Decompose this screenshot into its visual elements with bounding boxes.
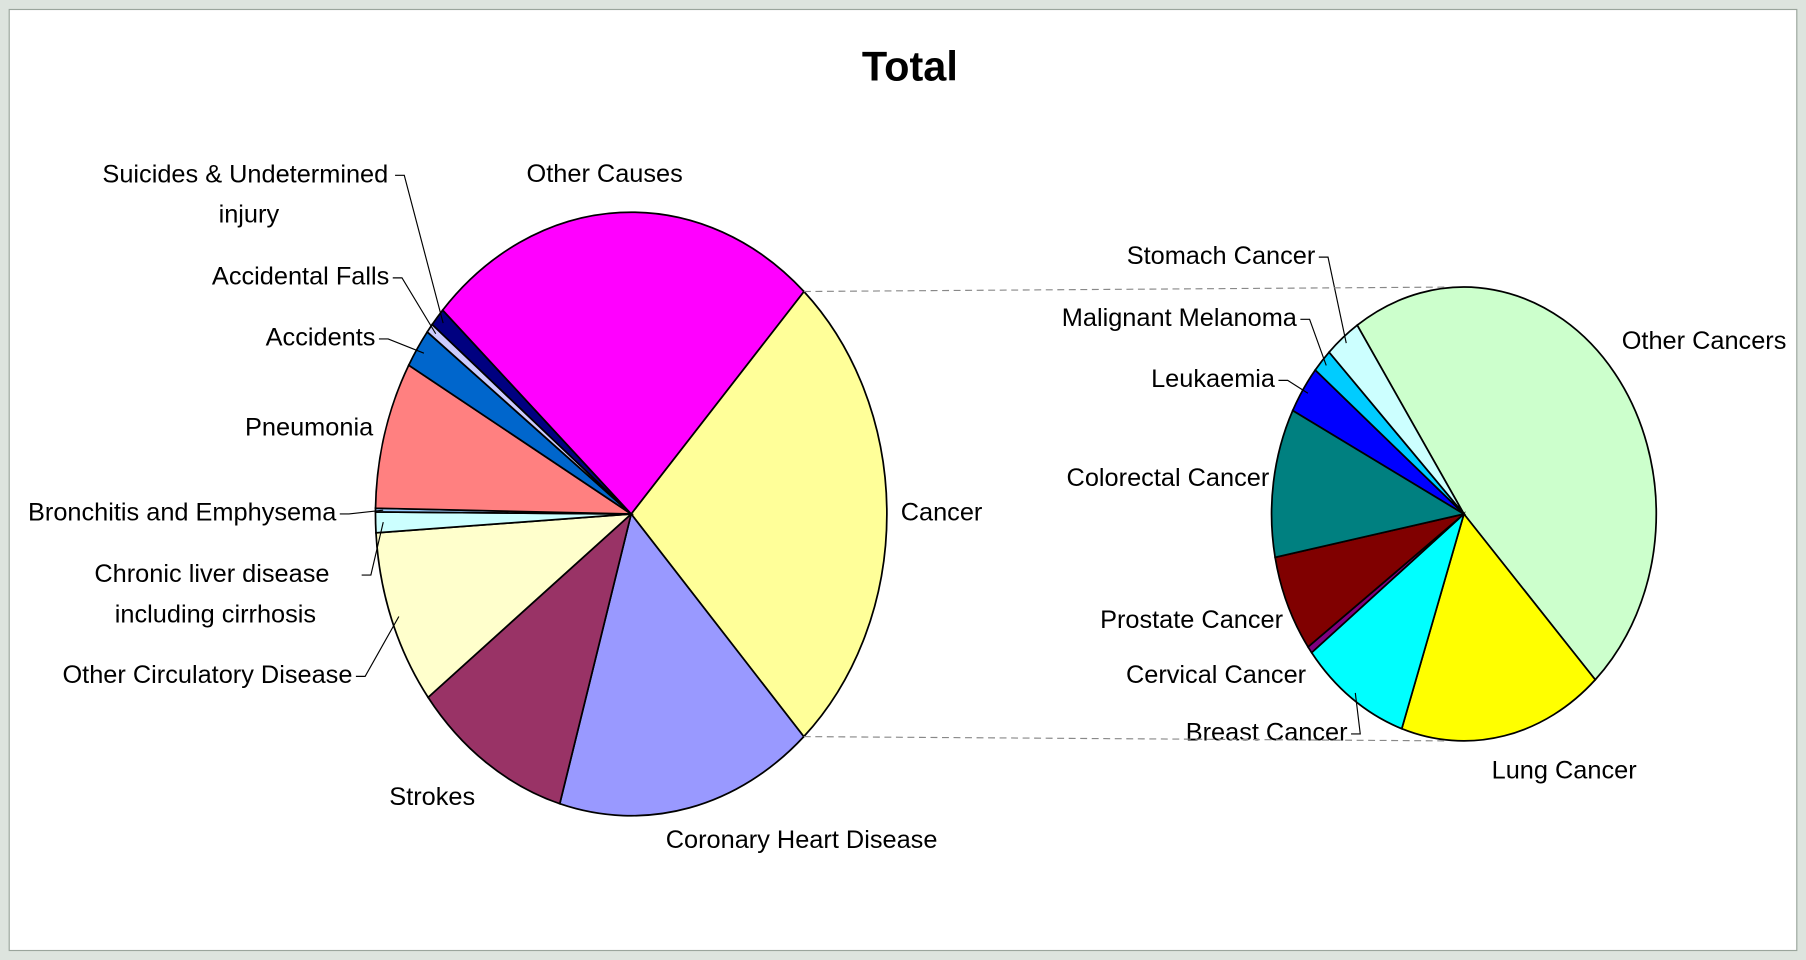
label-line: including cirrhosis (108, 600, 316, 628)
pie-slice (374, 363, 635, 515)
slice-label: Stomach Cancer (1127, 242, 1316, 270)
leader-line (392, 277, 437, 335)
label-line: Chronic liver disease (94, 560, 329, 588)
leader-line (1351, 692, 1361, 735)
slice-label: Cervical Cancer (1126, 661, 1307, 689)
slice-label: Breast Cancer (1186, 719, 1348, 747)
leader-line (378, 338, 425, 354)
slice-label: Accidents (266, 324, 376, 352)
leader-line (1300, 318, 1327, 366)
slice-label: Coronary Heart Disease (666, 826, 938, 854)
slice-label: Strokes (389, 783, 475, 811)
pie-slice (375, 512, 634, 699)
slice-label: Bronchitis and Emphysema (28, 499, 337, 527)
leader-line (361, 522, 384, 576)
slice-label: Leukaemia (1151, 365, 1276, 393)
pie-slice (1327, 323, 1465, 515)
leader-line (339, 509, 384, 515)
slice-label: Chronic liver disease including cirrhosi… (94, 560, 329, 628)
slice-label: Suicides & Undetermined injury (102, 160, 388, 228)
slice-label: Pneumonia (245, 413, 374, 441)
pie-slice (441, 211, 806, 516)
slice-label: Cancer (901, 499, 983, 527)
leader-line (355, 616, 400, 677)
label-line: Suicides & Undetermined (102, 160, 388, 188)
slice-label: Other Cancers (1622, 327, 1787, 355)
pie-slice (426, 511, 633, 805)
pie-slice (558, 512, 805, 817)
leader-line (1318, 256, 1347, 344)
chart-title: Total (862, 42, 958, 89)
slice-label: Malignant Melanoma (1062, 304, 1298, 332)
slice-label: Lung Cancer (1492, 757, 1638, 785)
slice-label: Other Causes (527, 160, 683, 188)
leader-line (1278, 379, 1309, 394)
connector-line (803, 286, 1447, 293)
pie-slice (1310, 511, 1466, 730)
slice-label: Prostate Cancer (1100, 606, 1284, 634)
slice-label: Accidental Falls (212, 263, 389, 291)
slice-label: Other Circulatory Disease (62, 661, 352, 689)
leader-line (395, 174, 444, 324)
pie-slice (1400, 512, 1597, 742)
pie-slice (630, 290, 888, 738)
slice-label: Colorectal Cancer (1067, 464, 1270, 492)
connector-line (803, 736, 1447, 742)
pie-slice (1356, 286, 1658, 682)
label-line: injury (212, 200, 280, 228)
pie-slice (1270, 409, 1467, 559)
